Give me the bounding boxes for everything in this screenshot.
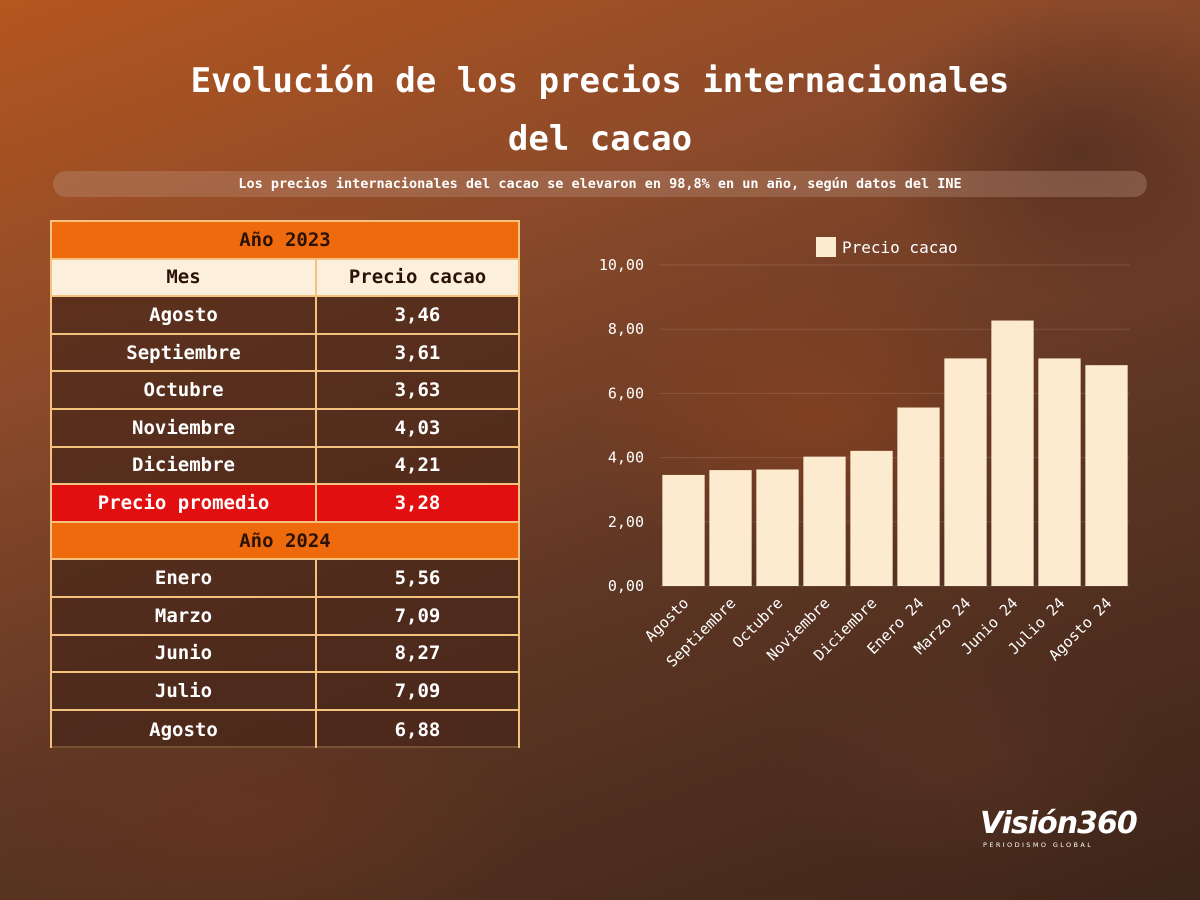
year-2023-label: Año 2023 [52, 222, 518, 258]
table-row: Junio 8,27 [52, 635, 518, 674]
y-tick-label: 8,00 [608, 320, 644, 338]
price-cell: 7,09 [317, 597, 518, 634]
price-cell: 7,09 [317, 673, 518, 709]
y-tick-label: 2,00 [608, 513, 644, 531]
table-row: Julio 7,09 [52, 673, 518, 711]
price-cell: 4,03 [317, 409, 518, 446]
legend-label: Precio cacao [842, 238, 958, 257]
bar [709, 470, 752, 586]
average-value: 3,28 [317, 485, 518, 521]
bar [897, 407, 940, 586]
bar [662, 474, 705, 586]
year-2023-header: Año 2023 [52, 222, 518, 260]
logo-tagline: PERIODISMO GLOBAL [983, 841, 1094, 849]
legend: Precio cacao [816, 237, 958, 257]
bar [756, 469, 799, 586]
table-row: Septiembre 3,61 [52, 334, 518, 373]
month-cell: Julio [52, 673, 317, 709]
bar [803, 456, 846, 586]
price-cell: 8,27 [317, 635, 518, 672]
price-cell: 3,61 [317, 334, 518, 371]
logo-name: Visión360 [980, 806, 1138, 841]
title-line-2: del cacao [507, 119, 693, 159]
table-row: Agosto 3,46 [52, 297, 518, 335]
year-2024-label: Año 2024 [52, 522, 518, 559]
price-cell: 3,63 [317, 372, 518, 408]
column-header-price: Precio cacao [317, 259, 518, 296]
bar [1038, 358, 1081, 586]
price-table: Año 2023 Mes Precio cacao Agosto 3,46 Se… [50, 220, 520, 749]
page-title: Evolución de los precios internacionales… [0, 52, 1200, 168]
table-row: Marzo 7,09 [52, 597, 518, 636]
table-row: Octubre 3,63 [52, 372, 518, 410]
price-cell: 3,46 [317, 297, 518, 333]
month-cell: Octubre [52, 372, 317, 408]
month-cell: Diciembre [52, 447, 317, 484]
y-tick-label: 6,00 [608, 384, 644, 402]
price-cell: 4,21 [317, 447, 518, 484]
legend-swatch [816, 237, 836, 257]
price-cell: 6,88 [317, 710, 518, 749]
month-cell: Junio [52, 635, 317, 672]
month-cell: Enero [52, 560, 317, 596]
price-bar-chart: 0,00 2,00 4,00 6,00 8,00 10,00 AgostoSeptiemb… [599, 237, 1130, 671]
y-axis-ticks: 0,00 2,00 4,00 6,00 8,00 10,00 [599, 256, 644, 595]
bar [850, 450, 893, 586]
table-row: Agosto 6,88 [52, 710, 518, 749]
x-axis-ticks: AgostoSeptiembreOctubreNoviembreDiciembr… [641, 594, 1115, 671]
month-cell: Septiembre [52, 334, 317, 371]
bar [1085, 365, 1128, 586]
title-line-1: Evolución de los precios internacionales [190, 61, 1010, 101]
y-tick-label: 10,00 [599, 256, 644, 274]
month-cell: Agosto [52, 297, 317, 333]
table-row: Noviembre 4,03 [52, 409, 518, 448]
table-row: Diciembre 4,21 [52, 447, 518, 486]
table-row: Enero 5,56 [52, 560, 518, 598]
month-cell: Marzo [52, 597, 317, 634]
y-tick-label: 0,00 [608, 577, 644, 595]
month-cell: Agosto [52, 710, 317, 749]
bar [991, 320, 1034, 586]
vision360-logo: Visión360 PERIODISMO GLOBAL [980, 808, 1150, 856]
average-row: Precio promedio 3,28 [52, 485, 518, 523]
subtitle: Los precios internacionales del cacao se… [53, 171, 1147, 197]
average-label: Precio promedio [52, 485, 317, 521]
bars [662, 320, 1128, 586]
month-cell: Noviembre [52, 409, 317, 446]
year-2024-header: Año 2024 [52, 522, 518, 561]
column-header-row: Mes Precio cacao [52, 259, 518, 298]
bar [944, 358, 987, 586]
price-cell: 5,56 [317, 560, 518, 596]
y-tick-label: 4,00 [608, 449, 644, 467]
column-header-month: Mes [52, 259, 317, 296]
